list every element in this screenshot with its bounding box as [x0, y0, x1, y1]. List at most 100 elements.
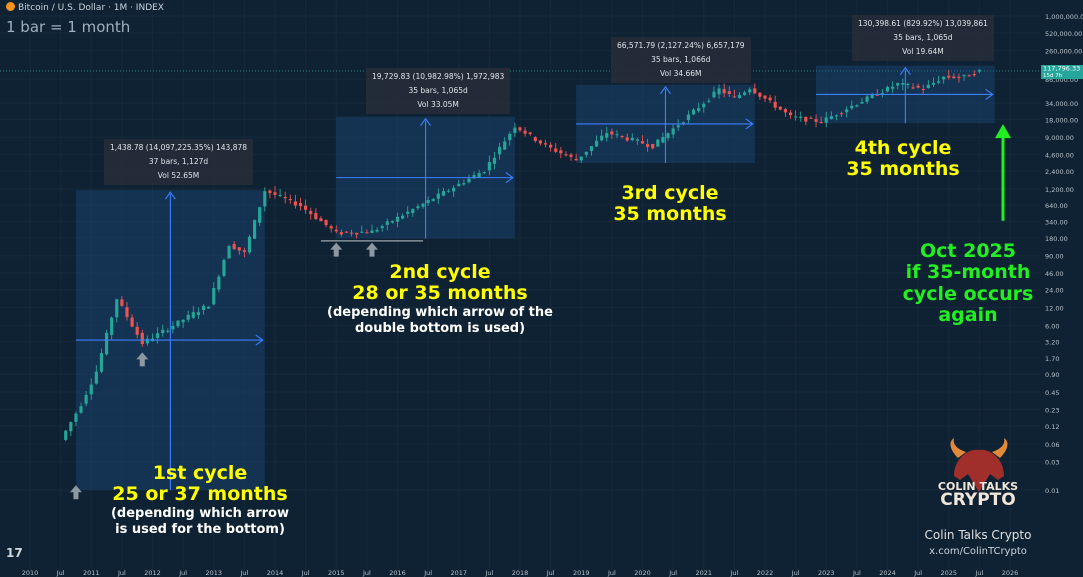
- candle-body[interactable]: [671, 128, 675, 135]
- candle-body[interactable]: [462, 183, 466, 185]
- candle-body[interactable]: [201, 305, 206, 311]
- candle-body[interactable]: [804, 116, 808, 122]
- candle-body[interactable]: [334, 229, 338, 232]
- candle-body[interactable]: [666, 133, 670, 139]
- candle-body[interactable]: [380, 226, 384, 229]
- candle-body[interactable]: [855, 105, 859, 107]
- candle-body[interactable]: [503, 141, 507, 150]
- candle-body[interactable]: [390, 220, 394, 223]
- candle-body[interactable]: [962, 74, 966, 77]
- candle-body[interactable]: [901, 83, 905, 85]
- candle-body[interactable]: [446, 190, 451, 192]
- candle-body[interactable]: [768, 97, 772, 101]
- candle-body[interactable]: [416, 206, 420, 209]
- candle-body[interactable]: [360, 231, 364, 233]
- candle-body[interactable]: [375, 229, 379, 232]
- candle-body[interactable]: [952, 76, 956, 79]
- candle-body[interactable]: [513, 127, 517, 133]
- candle-body[interactable]: [656, 139, 660, 147]
- candle-body[interactable]: [293, 201, 297, 206]
- candle-body[interactable]: [508, 133, 512, 141]
- candle-body[interactable]: [156, 333, 160, 339]
- candle-body[interactable]: [610, 131, 614, 135]
- candle-body[interactable]: [84, 394, 88, 404]
- candle-body[interactable]: [788, 112, 793, 116]
- candle-body[interactable]: [916, 85, 920, 88]
- candle-body[interactable]: [406, 211, 410, 214]
- candle-body[interactable]: [314, 212, 318, 220]
- candle-body[interactable]: [64, 430, 68, 440]
- candle-body[interactable]: [819, 122, 823, 124]
- candle-body[interactable]: [283, 197, 287, 199]
- candle-body[interactable]: [421, 203, 425, 207]
- candle-body[interactable]: [737, 94, 742, 98]
- candle-body[interactable]: [564, 154, 568, 156]
- candle-body[interactable]: [947, 75, 951, 78]
- candle-body[interactable]: [79, 406, 83, 413]
- candle-body[interactable]: [135, 326, 139, 335]
- candle-body[interactable]: [533, 137, 537, 141]
- candle-body[interactable]: [196, 312, 201, 316]
- candle-body[interactable]: [99, 353, 104, 372]
- candle-body[interactable]: [794, 116, 798, 118]
- candle-body[interactable]: [487, 162, 491, 171]
- candle-body[interactable]: [426, 200, 430, 204]
- candle-body[interactable]: [543, 143, 548, 145]
- candle-body[interactable]: [635, 139, 639, 141]
- candle-body[interactable]: [385, 221, 389, 225]
- candle-body[interactable]: [339, 232, 343, 235]
- candle-body[interactable]: [477, 173, 481, 178]
- candle-body[interactable]: [559, 150, 563, 154]
- candle-body[interactable]: [926, 84, 930, 89]
- candle-body[interactable]: [824, 117, 828, 123]
- candle-body[interactable]: [809, 117, 813, 119]
- candle-body[interactable]: [130, 317, 134, 327]
- candle-body[interactable]: [89, 384, 93, 395]
- candle-body[interactable]: [472, 175, 476, 179]
- candle-body[interactable]: [646, 144, 650, 147]
- candle-body[interactable]: [620, 135, 624, 137]
- candle-body[interactable]: [834, 115, 839, 117]
- candle-body[interactable]: [860, 102, 864, 104]
- candle-body[interactable]: [942, 76, 946, 80]
- candle-body[interactable]: [549, 144, 553, 148]
- candle-body[interactable]: [640, 141, 645, 144]
- candle-body[interactable]: [594, 140, 599, 147]
- candle-body[interactable]: [589, 146, 594, 152]
- candle-body[interactable]: [115, 299, 119, 318]
- candle-body[interactable]: [584, 151, 588, 155]
- candle-body[interactable]: [227, 246, 231, 259]
- candle-body[interactable]: [651, 144, 655, 149]
- candle-body[interactable]: [875, 94, 879, 96]
- candle-body[interactable]: [778, 106, 782, 110]
- candle-body[interactable]: [355, 232, 359, 235]
- candle-body[interactable]: [839, 113, 844, 115]
- candle-body[interactable]: [467, 178, 471, 183]
- candle-body[interactable]: [625, 137, 629, 141]
- candle-body[interactable]: [181, 319, 185, 323]
- candle-body[interactable]: [166, 330, 170, 332]
- candle-body[interactable]: [829, 116, 833, 120]
- candle-body[interactable]: [712, 91, 716, 98]
- candle-body[interactable]: [457, 183, 461, 187]
- candle-body[interactable]: [921, 88, 925, 90]
- candle-body[interactable]: [977, 69, 981, 72]
- candle-body[interactable]: [763, 95, 767, 99]
- candle-body[interactable]: [69, 422, 73, 432]
- candle-body[interactable]: [569, 154, 573, 157]
- candle-body[interactable]: [972, 73, 976, 76]
- candle-body[interactable]: [268, 190, 272, 194]
- candle-body[interactable]: [743, 92, 747, 95]
- candle-body[interactable]: [452, 187, 456, 192]
- candle-body[interactable]: [845, 109, 849, 113]
- candle-body[interactable]: [171, 326, 175, 330]
- candle-body[interactable]: [125, 307, 129, 317]
- candle-body[interactable]: [691, 109, 696, 115]
- candle-body[interactable]: [120, 299, 124, 306]
- candle-body[interactable]: [906, 83, 910, 85]
- candle-body[interactable]: [401, 215, 405, 219]
- candle-body[interactable]: [773, 101, 777, 108]
- candle-body[interactable]: [538, 140, 542, 144]
- candle-body[interactable]: [176, 320, 180, 327]
